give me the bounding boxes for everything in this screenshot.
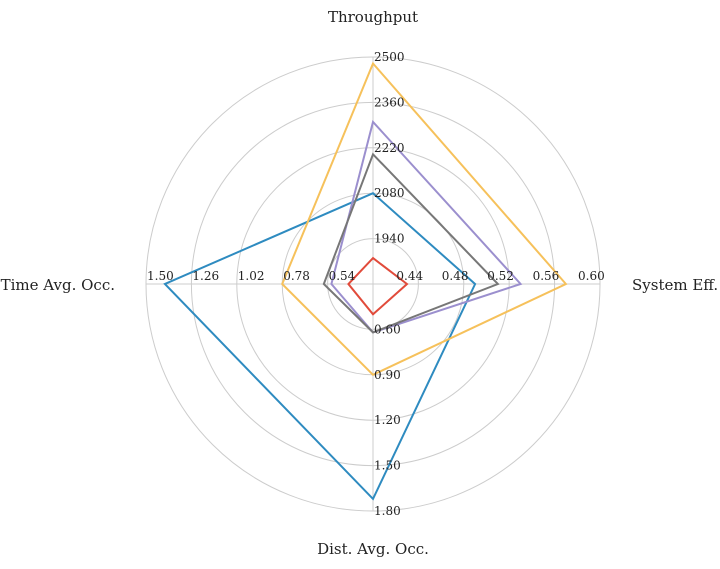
- tick-label-0-3: 2360: [374, 95, 405, 109]
- tick-label-3-0: 0.54: [329, 269, 356, 283]
- tick-label-0-4: 2500: [374, 50, 405, 64]
- tick-label-3-2: 1.02: [238, 269, 265, 283]
- series-2-polygon: [330, 119, 523, 334]
- tick-label-2-3: 1.50: [374, 459, 401, 473]
- series-4-polygon: [347, 256, 409, 316]
- tick-label-2-4: 1.80: [374, 504, 401, 518]
- radar-series: [163, 61, 568, 501]
- axis-title-3: Time Avg. Occ.: [1, 276, 115, 294]
- tick-label-0-0: 1940: [374, 232, 405, 246]
- axis-title-0: Throughput: [328, 8, 418, 26]
- tick-label-3-1: 0.78: [283, 269, 310, 283]
- tick-label-0-1: 2080: [374, 186, 405, 200]
- tick-label-2-1: 0.90: [374, 368, 401, 382]
- series-0-polygon: [163, 192, 477, 501]
- tick-label-1-1: 0.48: [442, 269, 469, 283]
- series-3-polygon: [322, 152, 500, 334]
- tick-label-2-2: 1.20: [374, 413, 401, 427]
- tick-label-1-3: 0.56: [533, 269, 560, 283]
- axis-title-2: Dist. Avg. Occ.: [317, 540, 429, 558]
- tick-label-3-4: 1.50: [147, 269, 174, 283]
- series-1-polygon: [281, 61, 568, 377]
- tick-label-3-3: 1.26: [192, 269, 219, 283]
- tick-label-1-0: 0.44: [396, 269, 423, 283]
- radar-labels: Throughput System Eff. Dist. Avg. Occ. Time…: [1, 8, 719, 558]
- tick-label-2-0: 0.60: [374, 322, 401, 336]
- tick-label-0-2: 2220: [374, 141, 405, 155]
- tick-label-1-4: 0.60: [578, 269, 605, 283]
- tick-label-1-2: 0.52: [487, 269, 514, 283]
- axis-title-1: System Eff.: [632, 276, 718, 294]
